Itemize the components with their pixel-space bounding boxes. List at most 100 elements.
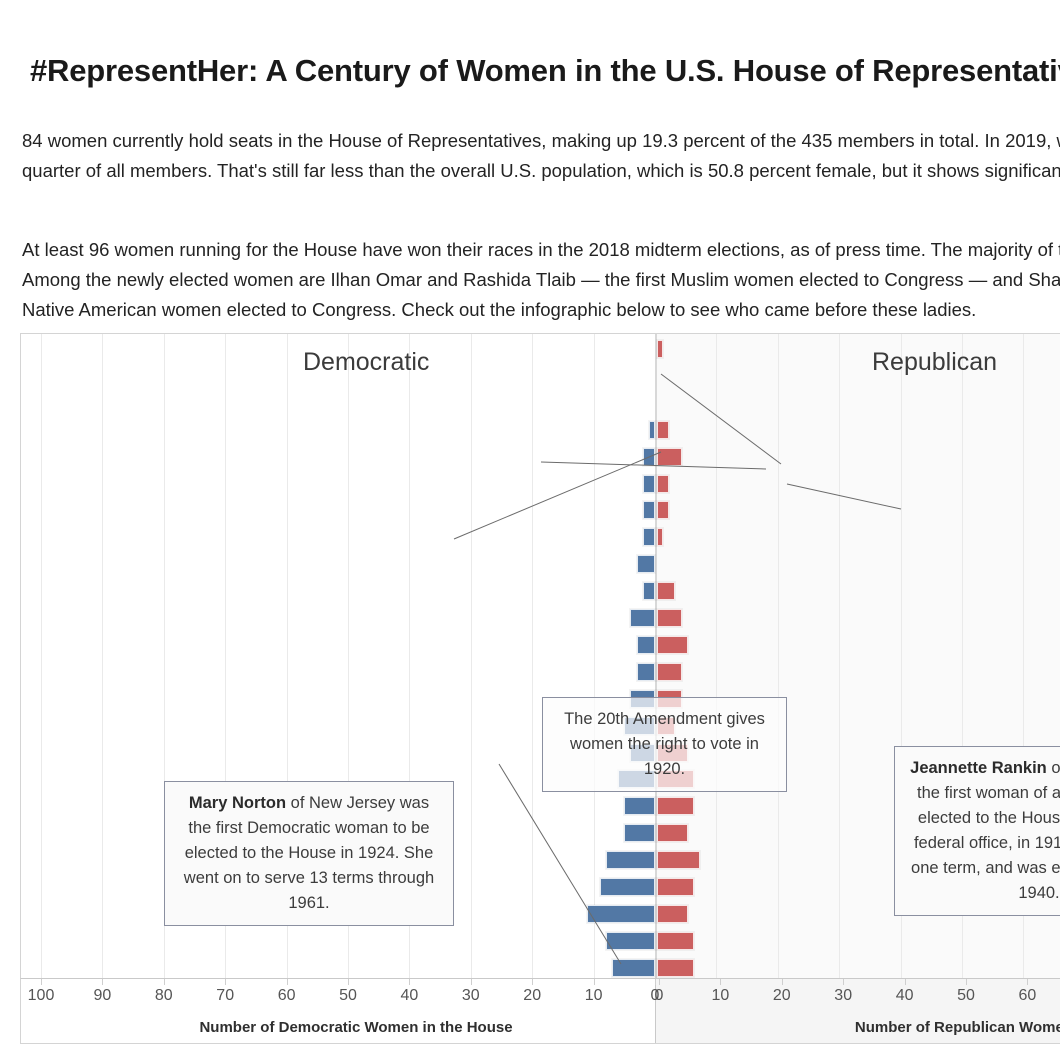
callout-mary-norton-name: Mary Norton: [188, 794, 287, 812]
gridline: [102, 334, 104, 978]
bar-democratic[interactable]: [605, 931, 655, 950]
bar-democratic[interactable]: [642, 501, 655, 520]
bar-republican[interactable]: [657, 797, 694, 816]
callout-mary-norton-text: of New Jersey was the first Democratic w…: [183, 794, 435, 912]
gridline: [409, 334, 411, 978]
bar-democratic[interactable]: [642, 528, 655, 547]
bar-republican[interactable]: [657, 904, 688, 923]
bar-democratic[interactable]: [636, 555, 655, 574]
axis-tick-mark: [286, 979, 288, 985]
bar-republican[interactable]: [657, 340, 664, 358]
axis-caption-democratic: Number of Democratic Women in the House: [199, 1019, 513, 1036]
axis-republican-background: [656, 979, 1060, 1043]
bar-row: [21, 499, 1060, 521]
bar-republican[interactable]: [657, 878, 694, 896]
axis-tick-label-left-20: 20: [523, 987, 542, 1004]
bar-republican[interactable]: [657, 931, 694, 950]
bar-row: [21, 634, 1060, 656]
axis-tick-mark: [409, 979, 411, 985]
gridline: [716, 334, 718, 978]
bar-republican[interactable]: [657, 958, 694, 977]
axis-tick-mark: [163, 979, 165, 985]
chart-axis-area: 100 90 80 70 60 50 40 30 20 10 0 0 10 20 30 40 50 60 Numbe…: [20, 978, 1060, 1044]
bar-democratic[interactable]: [630, 609, 655, 627]
bar-democratic[interactable]: [642, 447, 655, 466]
bar-democratic[interactable]: [587, 904, 655, 923]
gridline: [41, 334, 42, 978]
bar-democratic[interactable]: [648, 420, 655, 439]
axis-tick-mark: [593, 979, 595, 985]
axis-tick-mark: [532, 979, 534, 985]
axis-tick-label-left-50: 50: [339, 987, 357, 1004]
axis-tick-mark: [659, 979, 660, 985]
bar-row: [21, 795, 1060, 817]
callout-amendment-text: The 20th Amendment gives women the right…: [564, 710, 765, 778]
axis-tick-label-left-70: 70: [216, 987, 235, 1004]
article-paragraph-1: 84 women currently hold seats in the Hou…: [22, 129, 1060, 181]
bar-row: [21, 365, 1060, 387]
bar-row: [21, 688, 1060, 710]
bar-republican[interactable]: [657, 447, 682, 466]
axis-tick-label-right-30: 30: [834, 987, 853, 1004]
axis-tick-label-left-0: 0: [650, 987, 660, 1004]
page-title: #RepresentHer: A Century of Women in the…: [30, 52, 1060, 88]
axis-tick-mark: [1027, 979, 1029, 985]
bar-republican[interactable]: [657, 474, 670, 493]
axis-tick-mark: [781, 979, 783, 985]
bar-row: [21, 419, 1060, 441]
bar-republican[interactable]: [657, 501, 670, 520]
axis-tick-mark: [225, 979, 227, 985]
bar-republican[interactable]: [657, 824, 688, 843]
bar-democratic[interactable]: [599, 878, 655, 896]
axis-tick-mark: [720, 979, 722, 985]
axis-tick-label-right-60: 60: [1018, 987, 1037, 1004]
gridline: [225, 334, 227, 978]
bar-democratic[interactable]: [624, 797, 655, 816]
bar-republican[interactable]: [657, 528, 664, 547]
bar-democratic[interactable]: [642, 582, 655, 601]
bar-democratic[interactable]: [642, 474, 655, 493]
axis-tick-mark: [102, 979, 104, 985]
panel-title-republican: Republican: [872, 348, 998, 376]
bar-republican[interactable]: [657, 662, 682, 681]
bar-democratic[interactable]: [612, 958, 655, 977]
axis-tick-mark: [966, 979, 967, 985]
callout-jeannette-rankin: Jeannette Rankin of Montana was the firs…: [894, 746, 1060, 916]
axis-tick-mark: [470, 979, 472, 985]
axis-tick-label-right-50: 50: [957, 987, 975, 1004]
axis-tick-mark: [655, 979, 656, 985]
axis-tick-label-left-80: 80: [154, 987, 173, 1004]
axis-tick-label-left-100: 100: [27, 987, 55, 1004]
gridline: [470, 334, 472, 978]
bar-row: [21, 473, 1060, 495]
bar-republican[interactable]: [657, 851, 700, 870]
bar-republican[interactable]: [657, 609, 682, 627]
axis-tick-label-right-20: 20: [772, 987, 791, 1004]
callout-jeannette-rankin-text: of Montana was the first woman of any pa…: [911, 759, 1060, 902]
axis-tick-mark: [348, 979, 349, 985]
axis-tick-label-right-40: 40: [895, 987, 914, 1004]
bar-republican[interactable]: [657, 420, 670, 439]
axis-tick-mark: [843, 979, 845, 985]
bar-republican[interactable]: [657, 635, 688, 654]
bar-row: [21, 392, 1060, 414]
axis-tick-label-left-30: 30: [461, 987, 480, 1004]
axis-democratic-background: [21, 979, 656, 1043]
article-paragraph-2: At least 96 women running for the House …: [22, 238, 1060, 320]
axis-tick-label-left-60: 60: [277, 987, 296, 1004]
gridline: [777, 334, 779, 978]
callout-amendment: The 20th Amendment gives women the right…: [542, 697, 787, 792]
bar-row: [21, 607, 1060, 629]
bar-democratic[interactable]: [636, 662, 655, 681]
gridline: [1023, 334, 1025, 978]
bar-row: [21, 580, 1060, 602]
axis-tick-label-left-90: 90: [93, 987, 112, 1004]
bar-democratic[interactable]: [636, 635, 655, 654]
bar-democratic[interactable]: [624, 824, 655, 843]
bar-republican[interactable]: [657, 582, 676, 601]
axis-tick-label-left-40: 40: [400, 987, 419, 1004]
bar-democratic[interactable]: [605, 851, 655, 870]
axis-tick-label-right-0: 0: [654, 987, 664, 1004]
callout-mary-norton: Mary Norton of New Jersey was the first …: [164, 781, 454, 926]
bar-row: [21, 446, 1060, 468]
